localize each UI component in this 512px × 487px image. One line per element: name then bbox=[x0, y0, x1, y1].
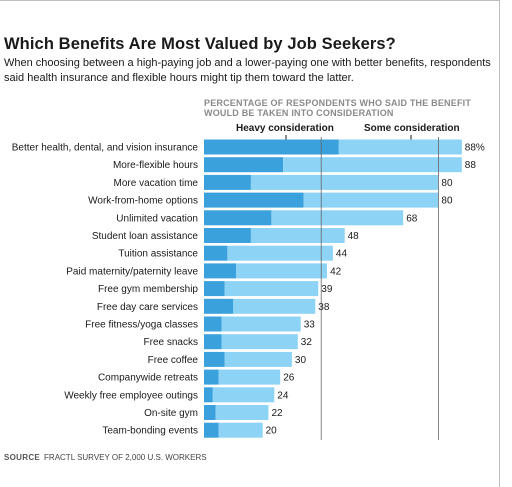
right-rule bbox=[499, 0, 500, 487]
axis-header-line: PERCENTAGE OF RESPONDENTS WHO SAID THE B… bbox=[204, 98, 471, 108]
bar-heavy-consideration bbox=[204, 245, 228, 261]
value-label: 68 bbox=[406, 213, 418, 224]
chart-title: Which Benefits Are Most Valued by Job Se… bbox=[4, 35, 396, 53]
value-label: 42 bbox=[330, 266, 342, 277]
category-label: Better health, dental, and vision insura… bbox=[12, 143, 199, 154]
bar-heavy-consideration bbox=[204, 334, 222, 350]
category-label: Free snacks bbox=[144, 337, 198, 348]
category-label: On-site gym bbox=[144, 408, 198, 419]
bar-some-consideration bbox=[215, 405, 269, 420]
bar-some-consideration bbox=[227, 245, 333, 261]
bar-heavy-consideration bbox=[204, 174, 251, 190]
legend-some-label: Some consideration bbox=[364, 123, 460, 134]
category-label: More-flexible hours bbox=[113, 160, 198, 171]
value-label: 80 bbox=[441, 178, 453, 189]
bar-heavy-consideration bbox=[204, 422, 219, 438]
bar-some-consideration bbox=[338, 139, 462, 155]
bar-some-consideration bbox=[218, 369, 281, 385]
category-label: Unlimited vacation bbox=[116, 213, 198, 224]
bar-some-consideration bbox=[233, 298, 316, 314]
category-label: Team-bonding events bbox=[102, 426, 198, 437]
bar-some-consideration bbox=[283, 157, 462, 173]
category-label: Tuition assistance bbox=[118, 249, 198, 260]
category-label: Work-from-home options bbox=[88, 196, 198, 207]
source-text: FRACTL SURVEY OF 2,000 U.S. WORKERS bbox=[44, 453, 207, 462]
value-label: 80 bbox=[441, 196, 453, 207]
bar-some-consideration bbox=[250, 228, 345, 243]
bar-heavy-consideration bbox=[204, 192, 304, 208]
bar-heavy-consideration bbox=[204, 210, 272, 226]
value-label: 44 bbox=[336, 249, 348, 260]
value-label: 38 bbox=[318, 302, 330, 313]
source-note: SOURCE FRACTL SURVEY OF 2,000 U.S. WORKER… bbox=[4, 453, 207, 462]
bar-some-consideration bbox=[303, 192, 439, 208]
value-label: 88 bbox=[465, 160, 477, 171]
value-label: 48 bbox=[348, 231, 360, 242]
bar-some-consideration bbox=[224, 351, 292, 367]
bar-heavy-consideration bbox=[204, 228, 251, 243]
category-label: Free day care services bbox=[97, 302, 198, 313]
value-label: 88% bbox=[465, 143, 485, 154]
bar-some-consideration bbox=[221, 316, 301, 332]
bar-some-consideration bbox=[271, 210, 404, 226]
chart-subtitle: When choosing between a high-paying job … bbox=[4, 57, 491, 84]
bar-heavy-consideration bbox=[204, 405, 216, 420]
value-label: 32 bbox=[301, 337, 313, 348]
value-label: 39 bbox=[321, 284, 333, 295]
value-label: 20 bbox=[266, 426, 278, 437]
bar-some-consideration bbox=[218, 422, 263, 438]
bar-heavy-consideration bbox=[204, 263, 237, 279]
category-label: More vacation time bbox=[114, 178, 199, 189]
bar-some-consideration bbox=[236, 263, 327, 279]
value-label: 33 bbox=[304, 320, 316, 331]
top-rule bbox=[0, 0, 500, 1]
value-label: 22 bbox=[272, 408, 284, 419]
category-label: Free fitness/yoga classes bbox=[85, 320, 198, 331]
category-label: Free gym membership bbox=[98, 284, 198, 295]
bar-heavy-consideration bbox=[204, 351, 225, 367]
category-label: Free coffee bbox=[148, 355, 199, 366]
bar-heavy-consideration bbox=[204, 139, 339, 155]
category-label: Student loan assistance bbox=[92, 231, 199, 242]
bar-some-consideration bbox=[221, 334, 298, 350]
bar-some-consideration bbox=[250, 174, 439, 190]
bar-heavy-consideration bbox=[204, 369, 219, 385]
category-label: Weekly free employee outings bbox=[64, 390, 198, 401]
value-label: 24 bbox=[277, 390, 289, 401]
bar-some-consideration bbox=[212, 387, 275, 403]
value-label: 26 bbox=[283, 373, 295, 384]
category-label: Companywide retreats bbox=[98, 373, 198, 384]
bar-heavy-consideration bbox=[204, 157, 284, 173]
bar-heavy-consideration bbox=[204, 298, 234, 314]
bar-heavy-consideration bbox=[204, 387, 213, 403]
bar-heavy-consideration bbox=[204, 281, 225, 297]
axis-header-line: WOULD BE TAKEN INTO CONSIDERATION bbox=[204, 108, 394, 118]
bar-heavy-consideration bbox=[204, 316, 222, 332]
source-label: SOURCE bbox=[4, 453, 41, 462]
category-label: Paid maternity/paternity leave bbox=[66, 266, 198, 277]
value-label: 30 bbox=[295, 355, 307, 366]
legend-heavy-label: Heavy consideration bbox=[236, 123, 334, 134]
bar-some-consideration bbox=[224, 281, 319, 297]
